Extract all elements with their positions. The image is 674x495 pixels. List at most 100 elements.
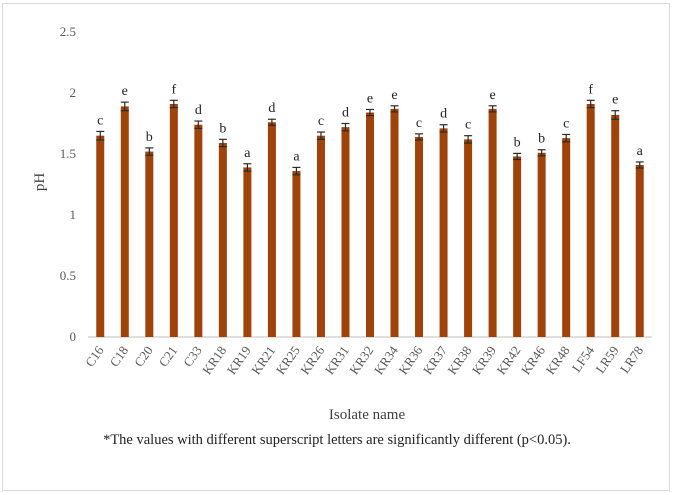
significance-label: b <box>146 130 153 145</box>
y-axis-title: pH <box>32 173 48 192</box>
y-tick-label: 0.5 <box>60 268 76 283</box>
footnote: *The values with different superscript l… <box>103 432 571 448</box>
bar <box>415 136 424 337</box>
x-tick-label: C18 <box>107 343 132 369</box>
x-tick-label: C21 <box>156 343 181 369</box>
y-tick-label: 1.5 <box>60 146 76 161</box>
x-tick-label: KR36 <box>395 343 425 377</box>
bar <box>267 122 276 337</box>
bar <box>169 103 178 337</box>
significance-label: a <box>637 144 644 159</box>
error-bar <box>366 108 374 117</box>
x-tick-label: KR25 <box>273 343 303 377</box>
error-bar <box>267 118 276 126</box>
significance-label: e <box>489 88 495 103</box>
y-tick-label: 2 <box>70 85 77 100</box>
y-axis-ticks: 0 0.5 1 1.5 2 2.5 <box>60 24 76 344</box>
x-tick-label: KR34 <box>371 343 401 377</box>
error-bar <box>194 120 203 129</box>
error-bar <box>96 130 105 141</box>
x-tick-label: KR42 <box>493 343 523 377</box>
bars-group <box>96 103 644 338</box>
bar <box>243 167 252 337</box>
x-tick-label: KR37 <box>420 343 450 377</box>
x-axis-ticks: C16 C18 C20 C21 C33KR18KR19KR21KR25KR26KR31K… <box>82 343 646 377</box>
bar <box>439 128 448 337</box>
x-tick-label: KR38 <box>444 343 474 377</box>
bar <box>635 164 644 337</box>
significance-label: b <box>219 121 226 136</box>
error-bar <box>439 124 448 133</box>
significance-label: c <box>563 116 569 131</box>
chart-frame <box>2 3 670 491</box>
significance-label: b <box>514 135 521 150</box>
bar <box>488 108 497 337</box>
x-tick-label: LR78 <box>617 343 646 376</box>
x-tick-label: KR18 <box>199 343 229 377</box>
error-bar <box>120 101 129 112</box>
bar <box>611 114 620 338</box>
error-bar <box>415 133 424 141</box>
bar <box>218 143 227 337</box>
significance-labels-group: c e b f d b a d a c d e e c d c e b b c f e a <box>97 82 643 164</box>
significance-label: e <box>612 93 618 108</box>
x-tick-label: KR39 <box>469 343 499 377</box>
bar <box>194 124 203 337</box>
bar <box>537 152 546 337</box>
error-bar <box>316 131 325 140</box>
significance-label: b <box>538 132 545 147</box>
significance-label: e <box>122 84 128 99</box>
error-bar <box>292 166 301 176</box>
bar <box>586 103 595 337</box>
significance-label: e <box>367 91 373 106</box>
x-axis-title: Isolate name <box>329 407 406 423</box>
significance-label: a <box>244 146 251 161</box>
bar <box>366 112 374 338</box>
significance-label: a <box>293 149 300 164</box>
error-bar <box>635 161 644 169</box>
y-tick-label: 1 <box>70 207 77 222</box>
error-bar <box>243 163 252 172</box>
x-tick-label: KR46 <box>518 343 548 377</box>
x-tick-label: KR26 <box>297 343 327 377</box>
significance-label: d <box>195 103 202 118</box>
error-bar <box>586 99 595 109</box>
error-bars-group <box>96 99 644 176</box>
x-tick-label: C16 <box>82 343 107 370</box>
x-tick-label: LF54 <box>569 343 598 375</box>
bar <box>292 171 301 337</box>
significance-label: d <box>440 107 447 122</box>
x-tick-label: KR32 <box>346 343 376 377</box>
bar <box>562 138 571 337</box>
bar <box>120 106 129 337</box>
significance-label: c <box>97 113 103 128</box>
error-bar <box>341 122 350 132</box>
significance-label: e <box>391 88 397 103</box>
error-bar <box>145 147 154 156</box>
error-bar <box>169 99 178 109</box>
significance-label: d <box>342 106 349 121</box>
y-tick-label: 2.5 <box>60 24 76 39</box>
error-bar <box>390 105 399 113</box>
significance-label: c <box>465 118 471 133</box>
x-tick-label: LR59 <box>592 343 621 376</box>
error-bar <box>218 138 227 148</box>
significance-label: c <box>416 116 422 131</box>
significance-label: d <box>268 101 275 116</box>
bar <box>316 135 325 337</box>
bar <box>513 156 522 337</box>
x-tick-label: KR48 <box>543 343 573 377</box>
bar <box>464 139 473 337</box>
x-tick-label: KR21 <box>248 343 278 377</box>
error-bar <box>562 133 571 143</box>
error-bar <box>464 135 473 144</box>
error-bar <box>537 149 546 157</box>
bar <box>145 151 154 337</box>
error-bar <box>488 105 497 113</box>
y-tick-label: 0 <box>70 329 77 344</box>
error-bar <box>513 152 522 161</box>
significance-label: f <box>171 82 176 97</box>
significance-label: c <box>318 114 324 129</box>
significance-label: f <box>588 82 593 97</box>
